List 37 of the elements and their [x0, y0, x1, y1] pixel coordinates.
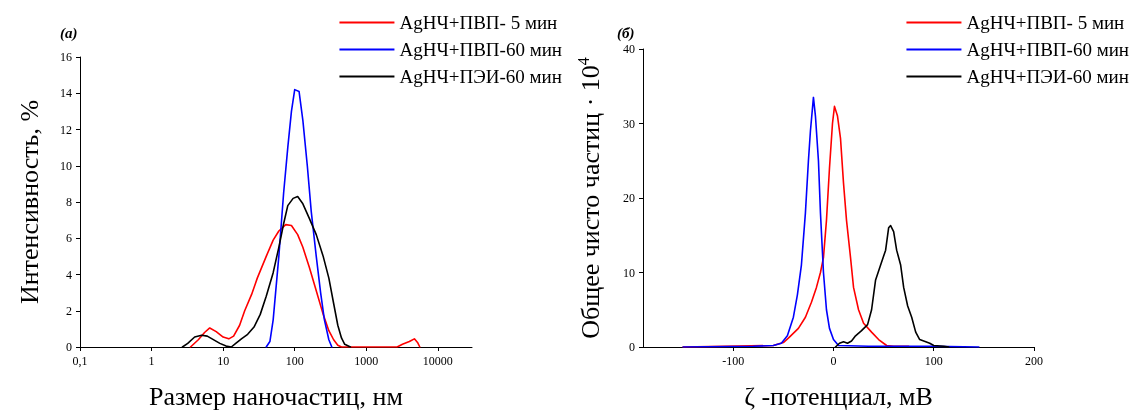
- y-tick-label: 8: [66, 195, 72, 209]
- line-series: [682, 96, 980, 348]
- x-tick-label: 0: [830, 354, 837, 368]
- y-tick-label: 0: [66, 340, 72, 354]
- y-tick-label: 12: [60, 122, 72, 137]
- y-tick-label: 30: [623, 116, 635, 131]
- y-tick-label: 4: [66, 267, 72, 282]
- x-tick-label: 200: [1025, 354, 1043, 368]
- y-tick-label: 40: [623, 42, 635, 56]
- legend-label: AgНЧ+ПВП-60 мин: [399, 39, 562, 60]
- y-tick-label: 20: [623, 191, 635, 205]
- x-tick-label: 0,1: [72, 354, 88, 368]
- y-axis-title: Общее чисто частиц · 104: [574, 57, 605, 339]
- y-tick-label: 10: [60, 158, 72, 173]
- legend-label: AgНЧ+ПВП- 5 мин: [399, 12, 558, 33]
- y-tick-label: 16: [60, 50, 72, 64]
- legend-label: AgНЧ+ПВП-60 мин: [966, 39, 1129, 60]
- y-axis-title: Интенсивность, %: [14, 99, 44, 305]
- y-tick-label: 0: [629, 340, 635, 354]
- x-tick-label: 100: [924, 354, 943, 368]
- y-tick-label: 10: [623, 265, 635, 280]
- legend-label: AgНЧ+ПЭИ-60 мин: [966, 66, 1129, 87]
- x-axis-title: ζ -потенциал, мВ: [744, 381, 933, 411]
- x-tick-label: 100: [285, 354, 304, 368]
- legend-label: AgНЧ+ПВП- 5 мин: [966, 12, 1125, 33]
- x-tick-label: 10: [217, 354, 230, 368]
- y-tick-label: 6: [66, 231, 72, 246]
- chart-title: (a): [60, 24, 78, 42]
- y-tick-label: 14: [60, 86, 72, 101]
- x-tick-label: 1: [148, 354, 155, 368]
- chart-title: (б): [617, 24, 635, 42]
- x-tick-label: 10000: [422, 354, 453, 368]
- x-tick-label: 1000: [354, 354, 379, 368]
- x-tick-label: -100: [722, 354, 745, 368]
- x-axis-title: Размер наночастиц, нм: [149, 381, 403, 411]
- legend-label: AgНЧ+ПЭИ-60 мин: [399, 66, 562, 87]
- y-tick-label: 2: [66, 303, 72, 318]
